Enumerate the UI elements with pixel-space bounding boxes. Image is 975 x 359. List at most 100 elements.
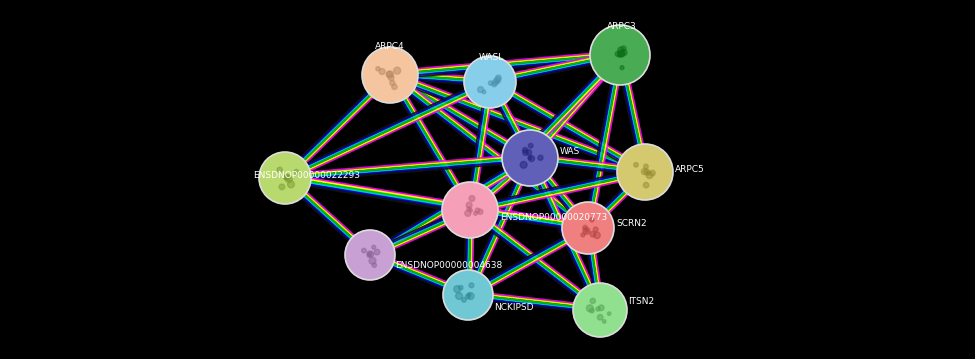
Circle shape — [467, 293, 471, 297]
Circle shape — [467, 293, 474, 299]
Circle shape — [442, 182, 498, 238]
Circle shape — [475, 208, 480, 213]
Circle shape — [603, 320, 606, 323]
Circle shape — [466, 202, 472, 208]
Circle shape — [372, 263, 376, 267]
Circle shape — [465, 210, 471, 216]
Circle shape — [538, 155, 543, 160]
Circle shape — [467, 207, 471, 211]
Circle shape — [644, 169, 649, 174]
Text: ENSDNOP00000022293: ENSDNOP00000022293 — [253, 171, 360, 180]
Circle shape — [649, 170, 655, 176]
Circle shape — [573, 283, 627, 337]
Circle shape — [362, 47, 418, 103]
Circle shape — [277, 167, 283, 172]
Circle shape — [478, 87, 484, 93]
Circle shape — [526, 150, 531, 155]
Circle shape — [269, 162, 301, 194]
Circle shape — [443, 270, 493, 320]
Circle shape — [621, 50, 627, 56]
Circle shape — [488, 81, 492, 85]
Circle shape — [495, 75, 501, 80]
Circle shape — [284, 174, 291, 181]
Circle shape — [345, 230, 395, 280]
Circle shape — [355, 239, 385, 270]
Text: ARPC3: ARPC3 — [607, 22, 637, 31]
Circle shape — [394, 67, 401, 74]
Circle shape — [618, 47, 624, 53]
Circle shape — [583, 225, 587, 230]
Circle shape — [474, 66, 506, 98]
Circle shape — [581, 233, 585, 237]
Circle shape — [521, 162, 527, 168]
Circle shape — [590, 231, 596, 237]
Circle shape — [594, 227, 598, 232]
Circle shape — [513, 141, 547, 175]
Circle shape — [362, 248, 367, 253]
Circle shape — [465, 294, 470, 299]
Circle shape — [590, 25, 650, 85]
Circle shape — [452, 193, 488, 227]
Circle shape — [372, 58, 408, 92]
Circle shape — [461, 298, 466, 302]
Circle shape — [284, 177, 287, 180]
Circle shape — [288, 181, 294, 188]
Circle shape — [453, 286, 460, 293]
Circle shape — [369, 251, 373, 257]
Circle shape — [599, 305, 604, 311]
Circle shape — [590, 308, 594, 313]
Circle shape — [528, 156, 531, 159]
Circle shape — [523, 148, 527, 153]
Circle shape — [590, 298, 596, 303]
Circle shape — [628, 155, 662, 189]
Circle shape — [371, 245, 375, 249]
Text: NCKIPSD: NCKIPSD — [494, 303, 533, 312]
Text: ENSDNOP00000004638: ENSDNOP00000004638 — [395, 261, 502, 270]
Circle shape — [590, 218, 594, 222]
Circle shape — [646, 172, 653, 178]
Circle shape — [367, 251, 371, 256]
Circle shape — [617, 53, 622, 57]
Circle shape — [478, 209, 483, 214]
Circle shape — [583, 228, 590, 234]
Circle shape — [594, 232, 601, 238]
Circle shape — [572, 212, 604, 244]
Circle shape — [455, 293, 462, 299]
Circle shape — [286, 176, 292, 182]
Text: WASL: WASL — [479, 53, 504, 62]
Circle shape — [375, 67, 380, 71]
Circle shape — [469, 209, 473, 212]
Text: WAS: WAS — [560, 148, 580, 157]
Circle shape — [392, 84, 397, 89]
Circle shape — [452, 280, 484, 311]
Circle shape — [496, 80, 499, 83]
Circle shape — [491, 82, 496, 87]
Circle shape — [469, 283, 474, 288]
Circle shape — [602, 36, 639, 74]
Circle shape — [388, 75, 394, 80]
Circle shape — [492, 80, 498, 85]
Circle shape — [634, 163, 639, 167]
Circle shape — [502, 130, 558, 186]
Circle shape — [618, 50, 625, 57]
Circle shape — [646, 171, 650, 175]
Circle shape — [642, 168, 647, 175]
Text: ARPC4: ARPC4 — [375, 42, 405, 51]
Circle shape — [379, 69, 385, 75]
Circle shape — [617, 144, 673, 200]
Circle shape — [644, 182, 648, 188]
Circle shape — [458, 285, 463, 290]
Circle shape — [386, 71, 392, 77]
Text: SCRN2: SCRN2 — [616, 219, 646, 228]
Circle shape — [386, 71, 393, 78]
Circle shape — [644, 164, 648, 169]
Circle shape — [562, 202, 614, 254]
Circle shape — [367, 253, 371, 257]
Circle shape — [369, 257, 376, 264]
Text: ARPC5: ARPC5 — [675, 165, 705, 174]
Circle shape — [583, 293, 617, 327]
Circle shape — [279, 184, 285, 190]
Circle shape — [621, 46, 626, 51]
Circle shape — [598, 314, 603, 320]
Text: ENSDNOP00000020773: ENSDNOP00000020773 — [500, 214, 607, 223]
